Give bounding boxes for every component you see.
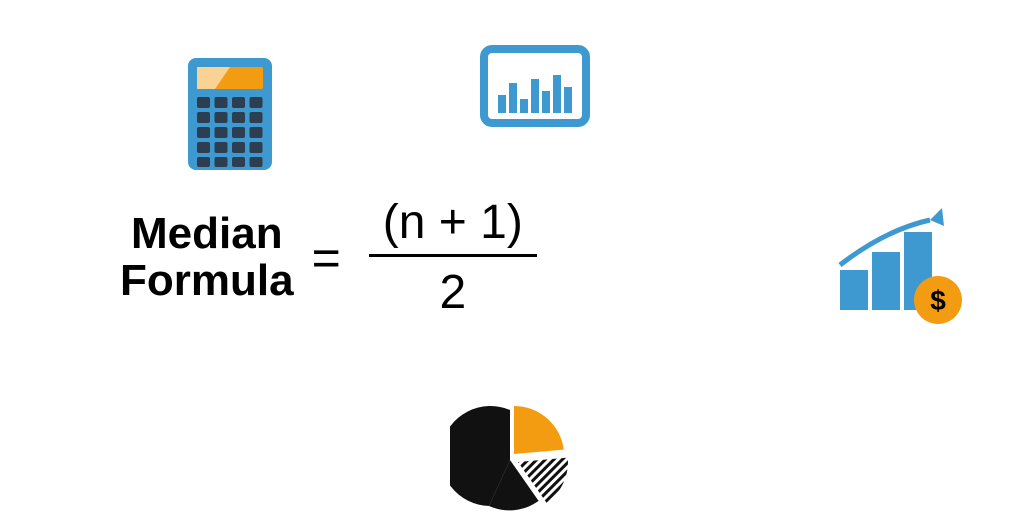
- coin-text: $: [930, 285, 946, 316]
- bar-frame-icon: [480, 45, 590, 132]
- growth-chart-icon: $: [830, 200, 980, 335]
- formula-label-line1: Median: [120, 211, 294, 257]
- pie-chart-icon: [450, 400, 570, 525]
- median-formula: Median Formula = (n + 1) 2: [120, 195, 537, 320]
- numerator: (n + 1): [369, 195, 537, 254]
- infographic-canvas: Median Formula = (n + 1) 2 $: [0, 0, 1024, 526]
- formula-label: Median Formula: [120, 211, 294, 303]
- fraction: (n + 1) 2: [369, 195, 537, 320]
- calculator-icon: [185, 55, 275, 178]
- formula-label-line2: Formula: [120, 258, 294, 304]
- denominator: 2: [439, 257, 466, 320]
- equals-sign: =: [312, 229, 341, 287]
